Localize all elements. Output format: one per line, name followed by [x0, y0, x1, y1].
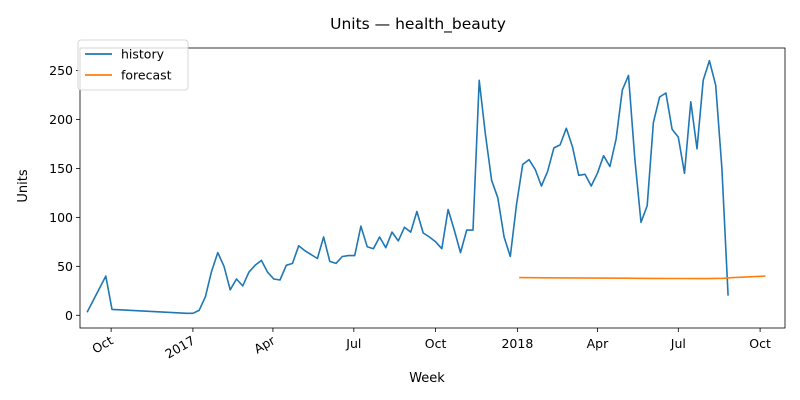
y-axis-title: Units — [16, 169, 31, 202]
chart-title: Units — health_beauty — [330, 15, 506, 34]
legend-label-forecast: forecast — [121, 68, 172, 83]
plot-area — [86, 59, 766, 315]
legend: history forecast — [77, 39, 189, 91]
x-tick-label: Oct — [89, 333, 115, 357]
legend-label-history: history — [121, 47, 165, 62]
x-axis-title: Week — [409, 371, 445, 386]
series-line-history — [86, 59, 729, 315]
y-tick-label: 100 — [49, 210, 73, 225]
x-tick-label: Jul — [345, 336, 361, 351]
y-tick-label: 250 — [49, 63, 73, 78]
legend-box — [77, 39, 189, 91]
x-axis: Oct 2017 Apr Jul Oct 2018 Apr Jul Oct — [89, 328, 771, 362]
x-tick-label: Oct — [425, 336, 447, 351]
y-tick-label: 0 — [65, 308, 73, 323]
y-axis: 0 50 100 150 200 250 — [49, 63, 80, 323]
series-line-forecast — [519, 275, 766, 280]
y-tick-label: 150 — [49, 161, 73, 176]
y-tick-label: 200 — [49, 112, 73, 127]
x-tick-label: 2017 — [162, 333, 197, 362]
x-tick-label: Jul — [670, 336, 686, 351]
x-tick-label: Apr — [587, 336, 609, 351]
x-tick-label: Apr — [251, 332, 278, 356]
x-tick-label: 2018 — [501, 336, 533, 351]
plot-frame — [79, 47, 786, 329]
x-tick-label: Oct — [749, 336, 771, 351]
y-tick-label: 50 — [57, 259, 73, 274]
